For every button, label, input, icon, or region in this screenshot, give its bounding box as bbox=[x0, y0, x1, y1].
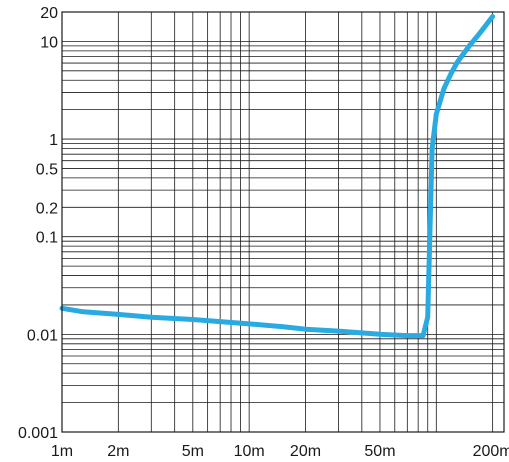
x-tick-label: 200m bbox=[473, 443, 509, 460]
y-tick-label: 0.001 bbox=[18, 425, 58, 442]
x-tick-label: 5m bbox=[182, 443, 204, 460]
y-tick-label: 1 bbox=[49, 132, 58, 149]
y-tick-label: 0.01 bbox=[27, 327, 58, 344]
x-tick-label: 50m bbox=[364, 443, 395, 460]
y-tick-label: 0.1 bbox=[36, 230, 58, 247]
x-tick-label: 1m bbox=[51, 443, 73, 460]
y-tick-label: 10 bbox=[40, 34, 58, 51]
y-tick-label: 0.2 bbox=[36, 200, 58, 217]
plot-frame bbox=[61, 11, 505, 433]
tick-labels: 1m 2m 5m 10m 20m 50m 200m 0.001 0.01 0.1 0.2 0.5 1 10… bbox=[18, 5, 509, 460]
y-tick-label: 20 bbox=[40, 5, 58, 22]
series-layer bbox=[59, 14, 496, 339]
grid bbox=[62, 12, 504, 432]
y-tick-label: 0.5 bbox=[36, 161, 58, 178]
series-line-1 bbox=[59, 14, 496, 339]
x-tick-label: 10m bbox=[234, 443, 265, 460]
x-tick-label: 2m bbox=[107, 443, 129, 460]
x-tick-label: 20m bbox=[290, 443, 321, 460]
